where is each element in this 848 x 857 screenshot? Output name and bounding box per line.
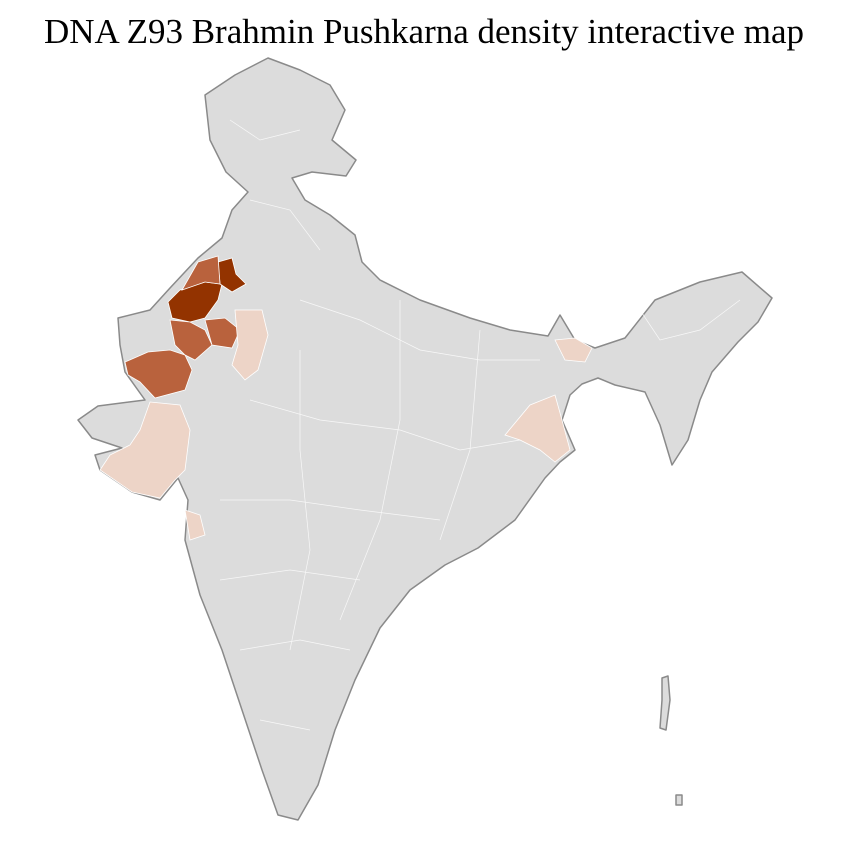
- district-lines: [219, 119, 741, 731]
- region-north-bengal[interactable]: [554, 337, 593, 363]
- density-regions: [99, 255, 593, 541]
- mainland[interactable]: [77, 57, 773, 821]
- region-west-bengal[interactable]: [504, 394, 571, 463]
- region-east-rajasthan[interactable]: [231, 309, 269, 381]
- country-outline: [77, 57, 773, 821]
- region-jodhpur[interactable]: [169, 319, 213, 361]
- region-hanumangarh[interactable]: [181, 255, 221, 291]
- nicobar-islands[interactable]: [675, 794, 683, 806]
- region-gujarat[interactable]: [99, 401, 191, 499]
- region-nagaur[interactable]: [204, 317, 241, 349]
- region-jaisalmer-barmer[interactable]: [124, 349, 193, 399]
- andaman-islands[interactable]: [659, 675, 671, 731]
- map-title: DNA Z93 Brahmin Pushkarna density intera…: [43, 12, 805, 51]
- region-gujarat-south[interactable]: [184, 509, 206, 541]
